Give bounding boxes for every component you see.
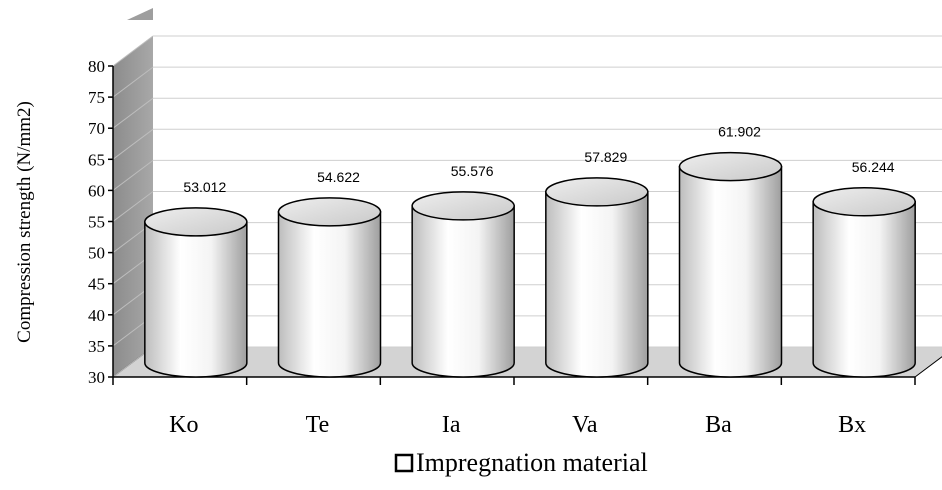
- data-label: 61.902: [718, 124, 761, 140]
- x-axis: [112, 376, 916, 385]
- gridline-diagonal: [112, 35, 154, 67]
- bar-Bx: [812, 187, 916, 378]
- bar-body: [812, 201, 916, 378]
- bar-top: [678, 151, 783, 182]
- y-tick-label: 55: [88, 213, 105, 232]
- x-tick-label: Ia: [442, 412, 461, 438]
- category-labels: Ko Te Ia Va Ba Bx: [169, 412, 866, 438]
- bar-Te: [277, 197, 382, 378]
- wall-top-decoration: [127, 8, 153, 20]
- x-tick-label: Ba: [705, 412, 732, 438]
- bar-Ba: [678, 151, 783, 378]
- bar-body: [678, 165, 783, 378]
- data-label: 57.829: [584, 149, 627, 165]
- y-tick-label: 75: [88, 88, 105, 107]
- bar-Ko: [144, 207, 248, 378]
- y-tick-label: 30: [88, 368, 105, 387]
- bar-body: [411, 205, 515, 378]
- bar-Ia: [411, 191, 515, 378]
- gridline-diagonal: [112, 128, 154, 160]
- bars: [144, 151, 916, 378]
- gridline-diagonal: [112, 159, 154, 191]
- y-axis: 30 35 40 45 50 55 60 65 70 75 80: [88, 57, 114, 387]
- bar-top: [812, 187, 916, 217]
- data-labels: 53.012 54.622 55.576 57.829 61.902 56.244: [183, 124, 894, 195]
- bar-body: [144, 221, 248, 378]
- x-tick-label: Ko: [169, 412, 198, 438]
- data-label: 56.244: [852, 159, 895, 175]
- bar-Va: [545, 177, 649, 378]
- y-tick-label: 60: [88, 181, 105, 200]
- gridline-diagonal: [112, 97, 154, 129]
- bar-top: [144, 207, 248, 237]
- y-tick-label: 70: [88, 119, 105, 138]
- x-tick-label: Bx: [838, 412, 866, 438]
- x-tick-label: Te: [306, 412, 330, 438]
- gridline-diagonal: [112, 66, 154, 98]
- bar-top: [411, 191, 515, 221]
- y-tick-label: 45: [88, 275, 105, 294]
- bar-top: [277, 197, 382, 227]
- y-tick-label: 35: [88, 337, 105, 356]
- data-label: 54.622: [317, 169, 360, 185]
- bar-body: [277, 211, 382, 378]
- data-label: 55.576: [451, 163, 494, 179]
- y-axis-title: Compression strength (N/mm2): [14, 101, 35, 343]
- x-tick-label: Va: [572, 412, 598, 438]
- y-tick-label: 65: [88, 150, 105, 169]
- legend: Impregnation material: [394, 448, 648, 477]
- bar-top: [545, 177, 649, 207]
- data-label: 53.012: [183, 179, 226, 195]
- y-tick-label: 40: [88, 306, 105, 325]
- y-tick-label: 50: [88, 244, 105, 263]
- legend-label: Impregnation material: [416, 448, 648, 477]
- legend-swatch: [394, 453, 414, 473]
- gridline-diagonal: [112, 191, 154, 222]
- y-tick-label: 80: [88, 57, 105, 76]
- bar-body: [545, 191, 649, 378]
